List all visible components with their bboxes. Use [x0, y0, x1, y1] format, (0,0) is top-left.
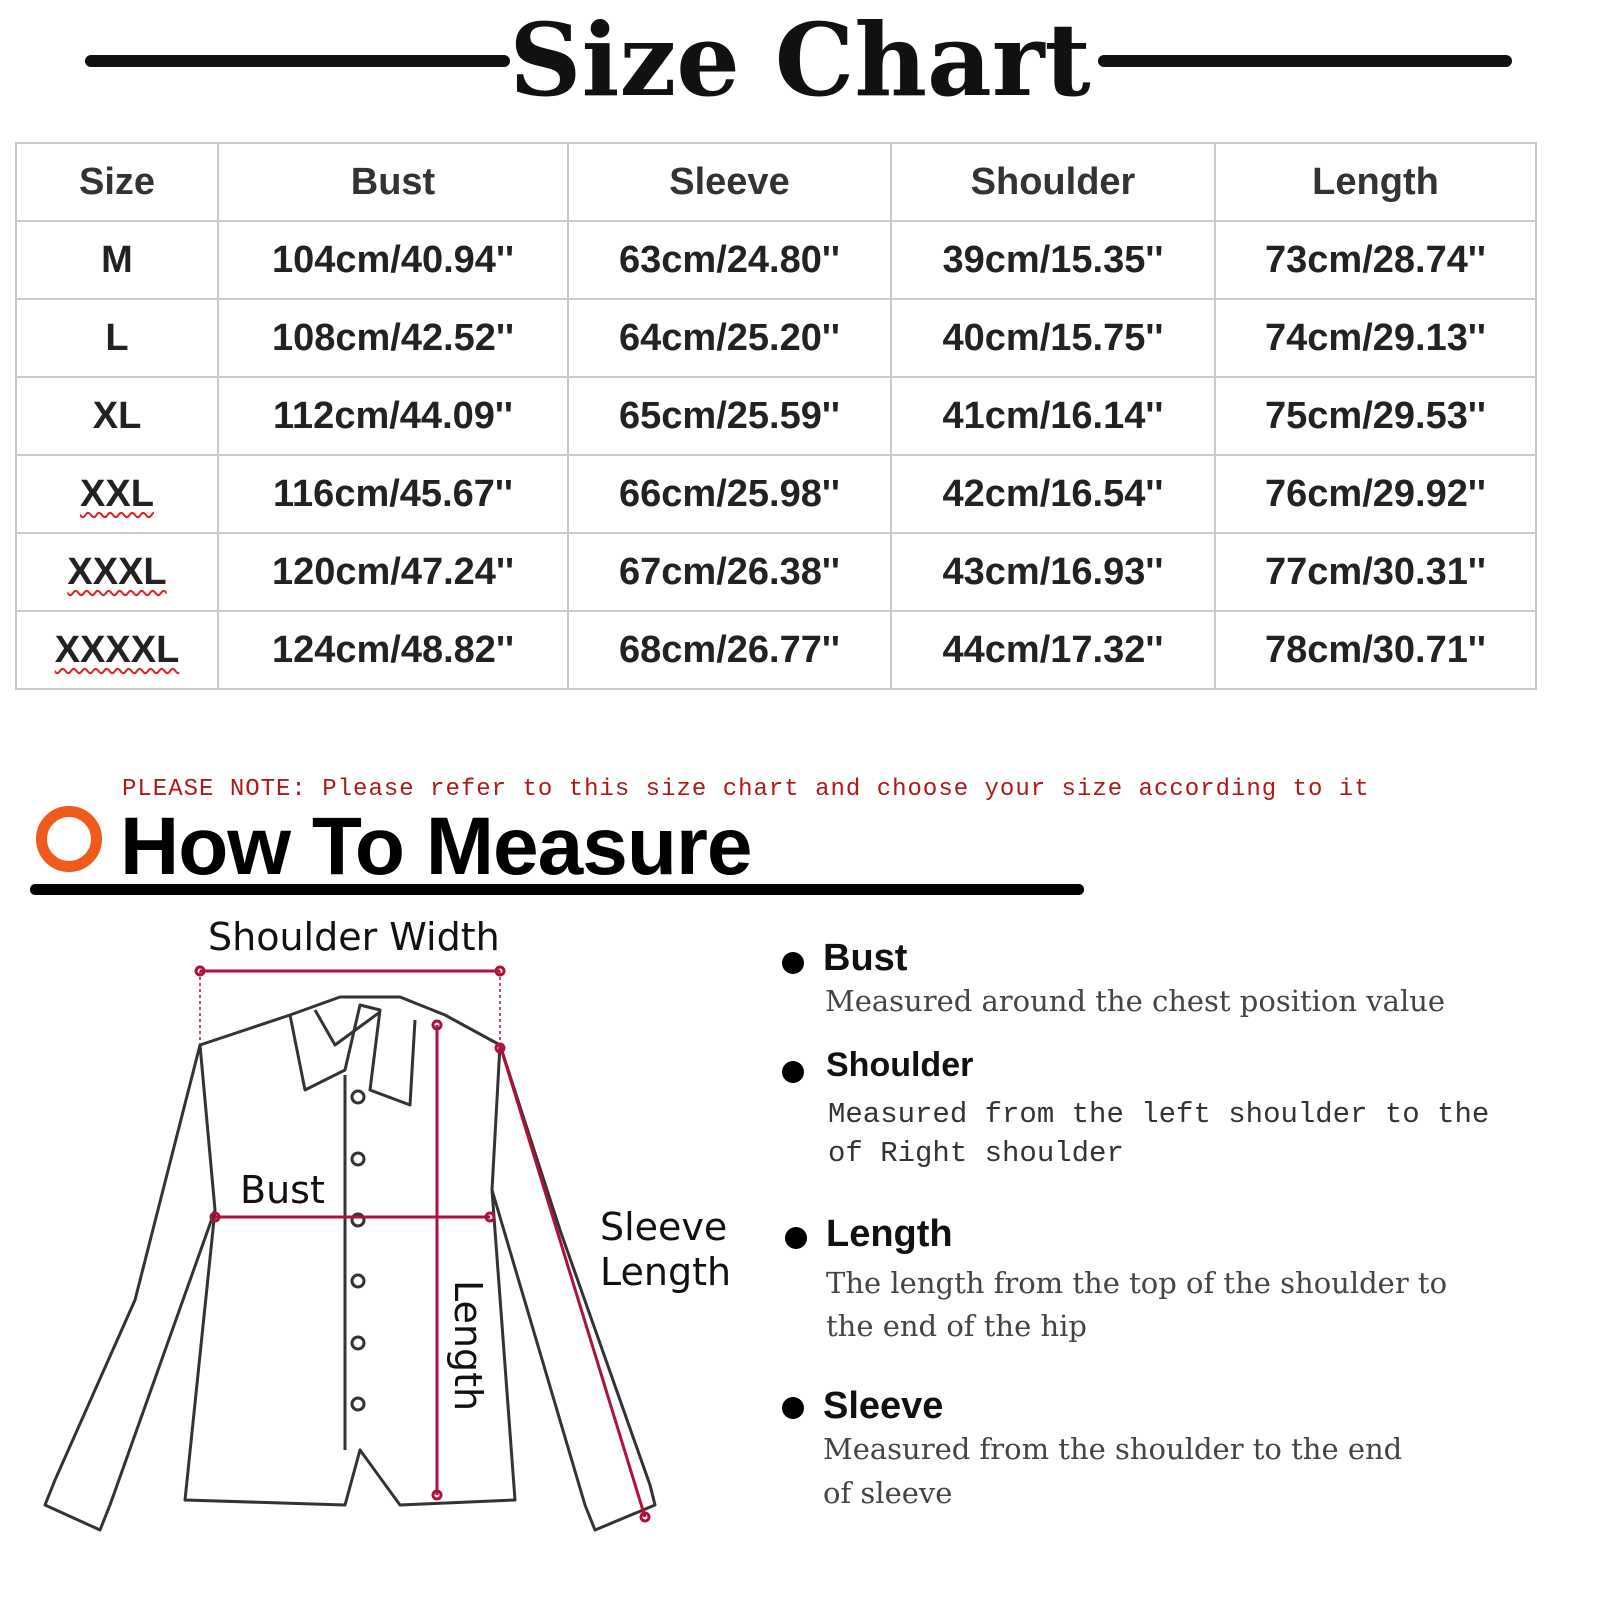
size-label: XXL — [80, 472, 154, 515]
shirt-outline — [43, 995, 657, 1532]
bust-cell: 116cm/45.67'' — [217, 454, 569, 534]
shirt-diagram — [43, 965, 657, 1532]
shoulder-cell: 39cm/15.35'' — [890, 220, 1216, 300]
length-cell: 74cm/29.13'' — [1214, 298, 1537, 378]
sleeve-cell: 65cm/25.59'' — [567, 376, 892, 456]
item-bust-desc: Measured around the chest position value — [825, 984, 1446, 1018]
bullet-icon — [785, 1227, 807, 1249]
size-cell: XXXXL — [15, 610, 219, 690]
label-shoulder-width: Shoulder Width — [208, 915, 500, 959]
size-table: Size Bust Sleeve Shoulder Length M 104cm/… — [15, 142, 1537, 690]
bust-cell: 112cm/44.09'' — [217, 376, 569, 456]
page-title: Size Chart — [509, 1, 1091, 119]
length-cell: 76cm/29.92'' — [1214, 454, 1537, 534]
shoulder-cell: 41cm/16.14'' — [890, 376, 1216, 456]
size-cell: L — [15, 298, 219, 378]
section-title: How To Measure — [120, 801, 752, 892]
size-cell: XXL — [15, 454, 219, 534]
shoulder-cell: 40cm/15.75'' — [890, 298, 1216, 378]
button-icons — [350, 1089, 366, 1412]
label-sleeve: Sleeve — [600, 1205, 728, 1249]
table-row: XXXXL 124cm/48.82'' 68cm/26.77'' 44cm/17.32… — [15, 610, 1537, 690]
label-sleeve-length: Length — [600, 1250, 732, 1294]
sleeve-cell: 67cm/26.38'' — [567, 532, 892, 612]
bust-cell: 124cm/48.82'' — [217, 610, 569, 690]
table-row: L 108cm/42.52'' 64cm/25.20'' 40cm/15.75'' 74… — [15, 298, 1537, 378]
sleeve-cell: 66cm/25.98'' — [567, 454, 892, 534]
bullet-icon — [782, 952, 804, 974]
shoulder-cell: 44cm/17.32'' — [890, 610, 1216, 690]
length-cell: 75cm/29.53'' — [1214, 376, 1537, 456]
length-cell: 73cm/28.74'' — [1214, 220, 1537, 300]
item-length-desc-2: the end of the hip — [826, 1309, 1087, 1343]
table-header-row: Size Bust Sleeve Shoulder Length — [15, 142, 1537, 222]
item-sleeve-title: Sleeve — [823, 1385, 944, 1427]
bust-cell: 104cm/40.94'' — [217, 220, 569, 300]
size-cell: XXXL — [15, 532, 219, 612]
item-length-desc-1: The length from the top of the shoulder … — [826, 1266, 1448, 1300]
title-rule-right — [1098, 55, 1512, 67]
item-bust-title: Bust — [823, 937, 908, 979]
table-row: M 104cm/40.94'' 63cm/24.80'' 39cm/15.35'' 73… — [15, 220, 1537, 300]
title-rule-left — [85, 55, 510, 67]
bust-cell: 120cm/47.24'' — [217, 532, 569, 612]
header-shoulder: Shoulder — [890, 142, 1216, 222]
bust-cell: 108cm/42.52'' — [217, 298, 569, 378]
table-row: XXL 116cm/45.67'' 66cm/25.98'' 42cm/16.54''… — [15, 454, 1537, 534]
please-note: PLEASE NOTE: Please refer to this size c… — [122, 776, 1370, 803]
item-shoulder-desc-2: of Right shoulder — [828, 1137, 1124, 1170]
item-sleeve-desc-2: of sleeve — [823, 1476, 953, 1510]
ring-icon — [36, 806, 102, 872]
shoulder-cell: 42cm/16.54'' — [890, 454, 1216, 534]
sleeve-cell: 68cm/26.77'' — [567, 610, 892, 690]
header-size: Size — [15, 142, 219, 222]
item-length-title: Length — [826, 1213, 953, 1255]
label-length: Length — [446, 1280, 490, 1412]
bullet-icon — [782, 1061, 804, 1083]
length-cell: 78cm/30.71'' — [1214, 610, 1537, 690]
size-cell: XL — [15, 376, 219, 456]
header-bust: Bust — [217, 142, 569, 222]
item-sleeve-desc-1: Measured from the shoulder to the end — [823, 1432, 1403, 1466]
label-bust: Bust — [240, 1168, 325, 1212]
measure-lines — [194, 965, 651, 1523]
size-cell: M — [15, 220, 219, 300]
section-rule — [30, 884, 1084, 895]
table-row: XXXL 120cm/47.24'' 67cm/26.38'' 43cm/16.93'… — [15, 532, 1537, 612]
header-sleeve: Sleeve — [567, 142, 892, 222]
sleeve-cell: 63cm/24.80'' — [567, 220, 892, 300]
shoulder-cell: 43cm/16.93'' — [890, 532, 1216, 612]
size-label: XXXXL — [54, 628, 180, 671]
table-row: XL 112cm/44.09'' 65cm/25.59'' 41cm/16.14'' 7… — [15, 376, 1537, 456]
sleeve-cell: 64cm/25.20'' — [567, 298, 892, 378]
header-length: Length — [1214, 142, 1537, 222]
item-shoulder-desc-1: Measured from the left shoulder to the — [828, 1098, 1490, 1131]
item-shoulder-title: Shoulder — [826, 1046, 974, 1084]
bullet-icon — [782, 1397, 804, 1419]
length-cell: 77cm/30.31'' — [1214, 532, 1537, 612]
size-label: XXXL — [67, 550, 167, 593]
